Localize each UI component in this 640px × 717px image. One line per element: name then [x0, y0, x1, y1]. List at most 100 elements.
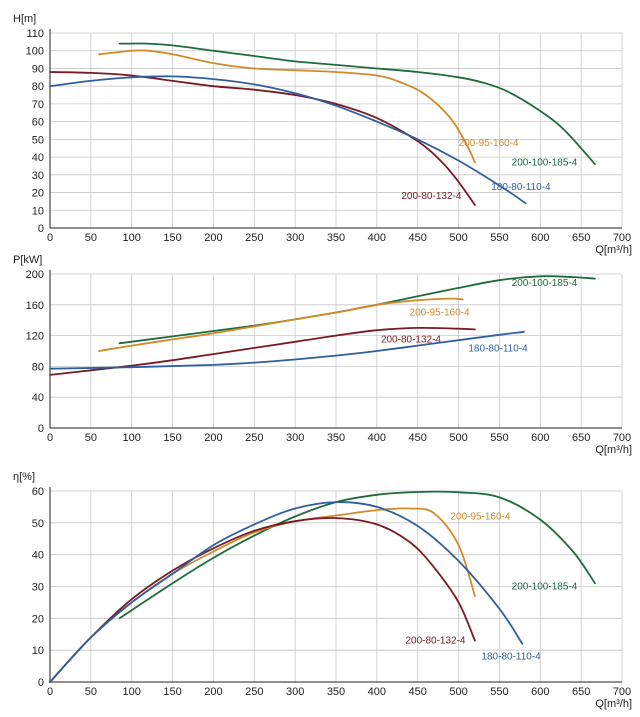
y-tick-label: 20	[32, 613, 44, 625]
x-tick-label: 650	[572, 232, 590, 244]
series-line-200-80-132-4	[49, 326, 476, 376]
series-line-200-80-132-4	[49, 71, 476, 206]
x-tick-label: 400	[368, 686, 386, 698]
series-label-200-80-132-4: 200-80-132-4	[381, 334, 441, 345]
series-line-200-100-185-4	[118, 42, 596, 166]
chart-panel-1: 0 50 100 150 200 250 300 350 400 450 500 550 600 650 7…	[13, 254, 632, 456]
series-line-180-80-110-4	[49, 330, 525, 370]
x-tick-label: 550	[490, 232, 508, 244]
x-tick-label: 200	[204, 432, 222, 444]
y-tick-label: 0	[38, 677, 44, 689]
x-tick-label: 600	[531, 686, 549, 698]
series-label-200-95-160-4: 200-95-160-4	[410, 308, 470, 319]
y-tick-label: 10	[32, 645, 44, 657]
y-axis-label: η[%]	[13, 471, 35, 483]
x-tick-label: 100	[123, 232, 141, 244]
series-label-180-80-110-4: 180-80-110-4	[491, 182, 551, 193]
x-tick-label: 550	[490, 686, 508, 698]
y-tick-label: 80	[32, 81, 44, 93]
x-tick-label: 450	[409, 432, 427, 444]
y-tick-label: 60	[32, 117, 44, 129]
x-tick-label: 300	[286, 232, 304, 244]
y-tick-label: 50	[32, 518, 44, 530]
chart-panel-0: 0 50 100 150 200 250 300 350 400 450 500 550 600 650 7…	[13, 13, 632, 256]
y-tick-label: 20	[32, 188, 44, 200]
y-tick-label: 110	[26, 28, 44, 40]
series-line-180-80-110-4	[49, 75, 527, 205]
x-tick-label: 250	[245, 232, 263, 244]
y-tick-label: 200	[26, 269, 44, 281]
y-axis-label: P[kW]	[13, 254, 42, 266]
y-tick-label: 120	[26, 331, 44, 343]
series-label-200-100-185-4: 200-100-185-4	[512, 157, 578, 168]
series-label-200-100-185-4: 200-100-185-4	[512, 582, 578, 593]
x-tick-label: 150	[163, 432, 181, 444]
y-axis-label: H[m]	[13, 13, 36, 25]
y-tick-label: 10	[32, 205, 44, 217]
x-tick-label: 600	[531, 232, 549, 244]
y-tick-label: 80	[32, 361, 44, 373]
chart-panel-2: 0 50 100 150 200 250 300 350 400 450 500 550 600 650 7…	[13, 471, 632, 710]
series-label-200-80-132-4: 200-80-132-4	[405, 636, 465, 647]
x-tick-label: 200	[204, 232, 222, 244]
x-tick-label: 400	[368, 232, 386, 244]
x-tick-label: 650	[572, 432, 590, 444]
x-tick-label: 350	[327, 232, 345, 244]
y-tick-label: 100	[26, 46, 44, 58]
series-line-200-95-160-4	[98, 297, 464, 352]
x-tick-label: 250	[245, 686, 263, 698]
series-line-200-95-160-4	[49, 507, 476, 683]
y-tick-label: 40	[32, 550, 44, 562]
x-tick-label: 650	[572, 686, 590, 698]
y-tick-label: 70	[32, 99, 44, 111]
x-tick-label: 200	[204, 686, 222, 698]
series-label-200-95-160-4: 200-95-160-4	[459, 138, 519, 149]
series-label-200-80-132-4: 200-80-132-4	[401, 191, 461, 202]
series-label-200-100-185-4: 200-100-185-4	[512, 278, 578, 289]
x-tick-label: 500	[449, 232, 467, 244]
x-tick-label: 350	[327, 432, 345, 444]
y-tick-label: 30	[32, 170, 44, 182]
x-axis-label: Q[m³/h]	[595, 244, 632, 256]
x-tick-label: 150	[163, 686, 181, 698]
x-tick-label: 300	[286, 686, 304, 698]
y-tick-label: 40	[32, 152, 44, 164]
x-tick-label: 500	[449, 686, 467, 698]
x-tick-label: 700	[613, 432, 631, 444]
series-label-200-95-160-4: 200-95-160-4	[450, 511, 510, 522]
x-tick-label: 250	[245, 432, 263, 444]
x-tick-label: 700	[613, 232, 631, 244]
x-tick-label: 50	[85, 232, 97, 244]
y-tick-label: 50	[32, 134, 44, 146]
x-tick-label: 600	[531, 432, 549, 444]
x-tick-label: 0	[47, 686, 53, 698]
series-label-180-80-110-4: 180-80-110-4	[468, 344, 528, 355]
x-tick-label: 100	[123, 686, 141, 698]
x-tick-label: 400	[368, 432, 386, 444]
series-line-180-80-110-4	[49, 501, 524, 683]
y-tick-label: 0	[38, 423, 44, 435]
series-line-200-80-132-4	[49, 517, 476, 683]
y-tick-label: 60	[32, 486, 44, 498]
x-tick-label: 0	[47, 232, 53, 244]
x-tick-label: 700	[613, 686, 631, 698]
x-axis-label: Q[m³/h]	[595, 698, 632, 710]
series-label-180-80-110-4: 180-80-110-4	[481, 652, 541, 663]
series-line-200-95-160-4	[98, 49, 476, 164]
x-tick-label: 550	[490, 432, 508, 444]
x-tick-label: 50	[85, 432, 97, 444]
y-tick-label: 40	[32, 392, 44, 404]
y-tick-label: 30	[32, 582, 44, 594]
x-tick-label: 450	[409, 232, 427, 244]
x-tick-label: 500	[449, 432, 467, 444]
series-line-200-100-185-4	[118, 490, 596, 620]
y-tick-label: 90	[32, 63, 44, 75]
x-tick-label: 350	[327, 686, 345, 698]
x-tick-label: 100	[123, 432, 141, 444]
x-tick-label: 300	[286, 432, 304, 444]
x-tick-label: 150	[163, 232, 181, 244]
x-tick-label: 0	[47, 432, 53, 444]
x-axis-label: Q[m³/h]	[595, 444, 632, 456]
y-tick-label: 0	[38, 223, 44, 235]
